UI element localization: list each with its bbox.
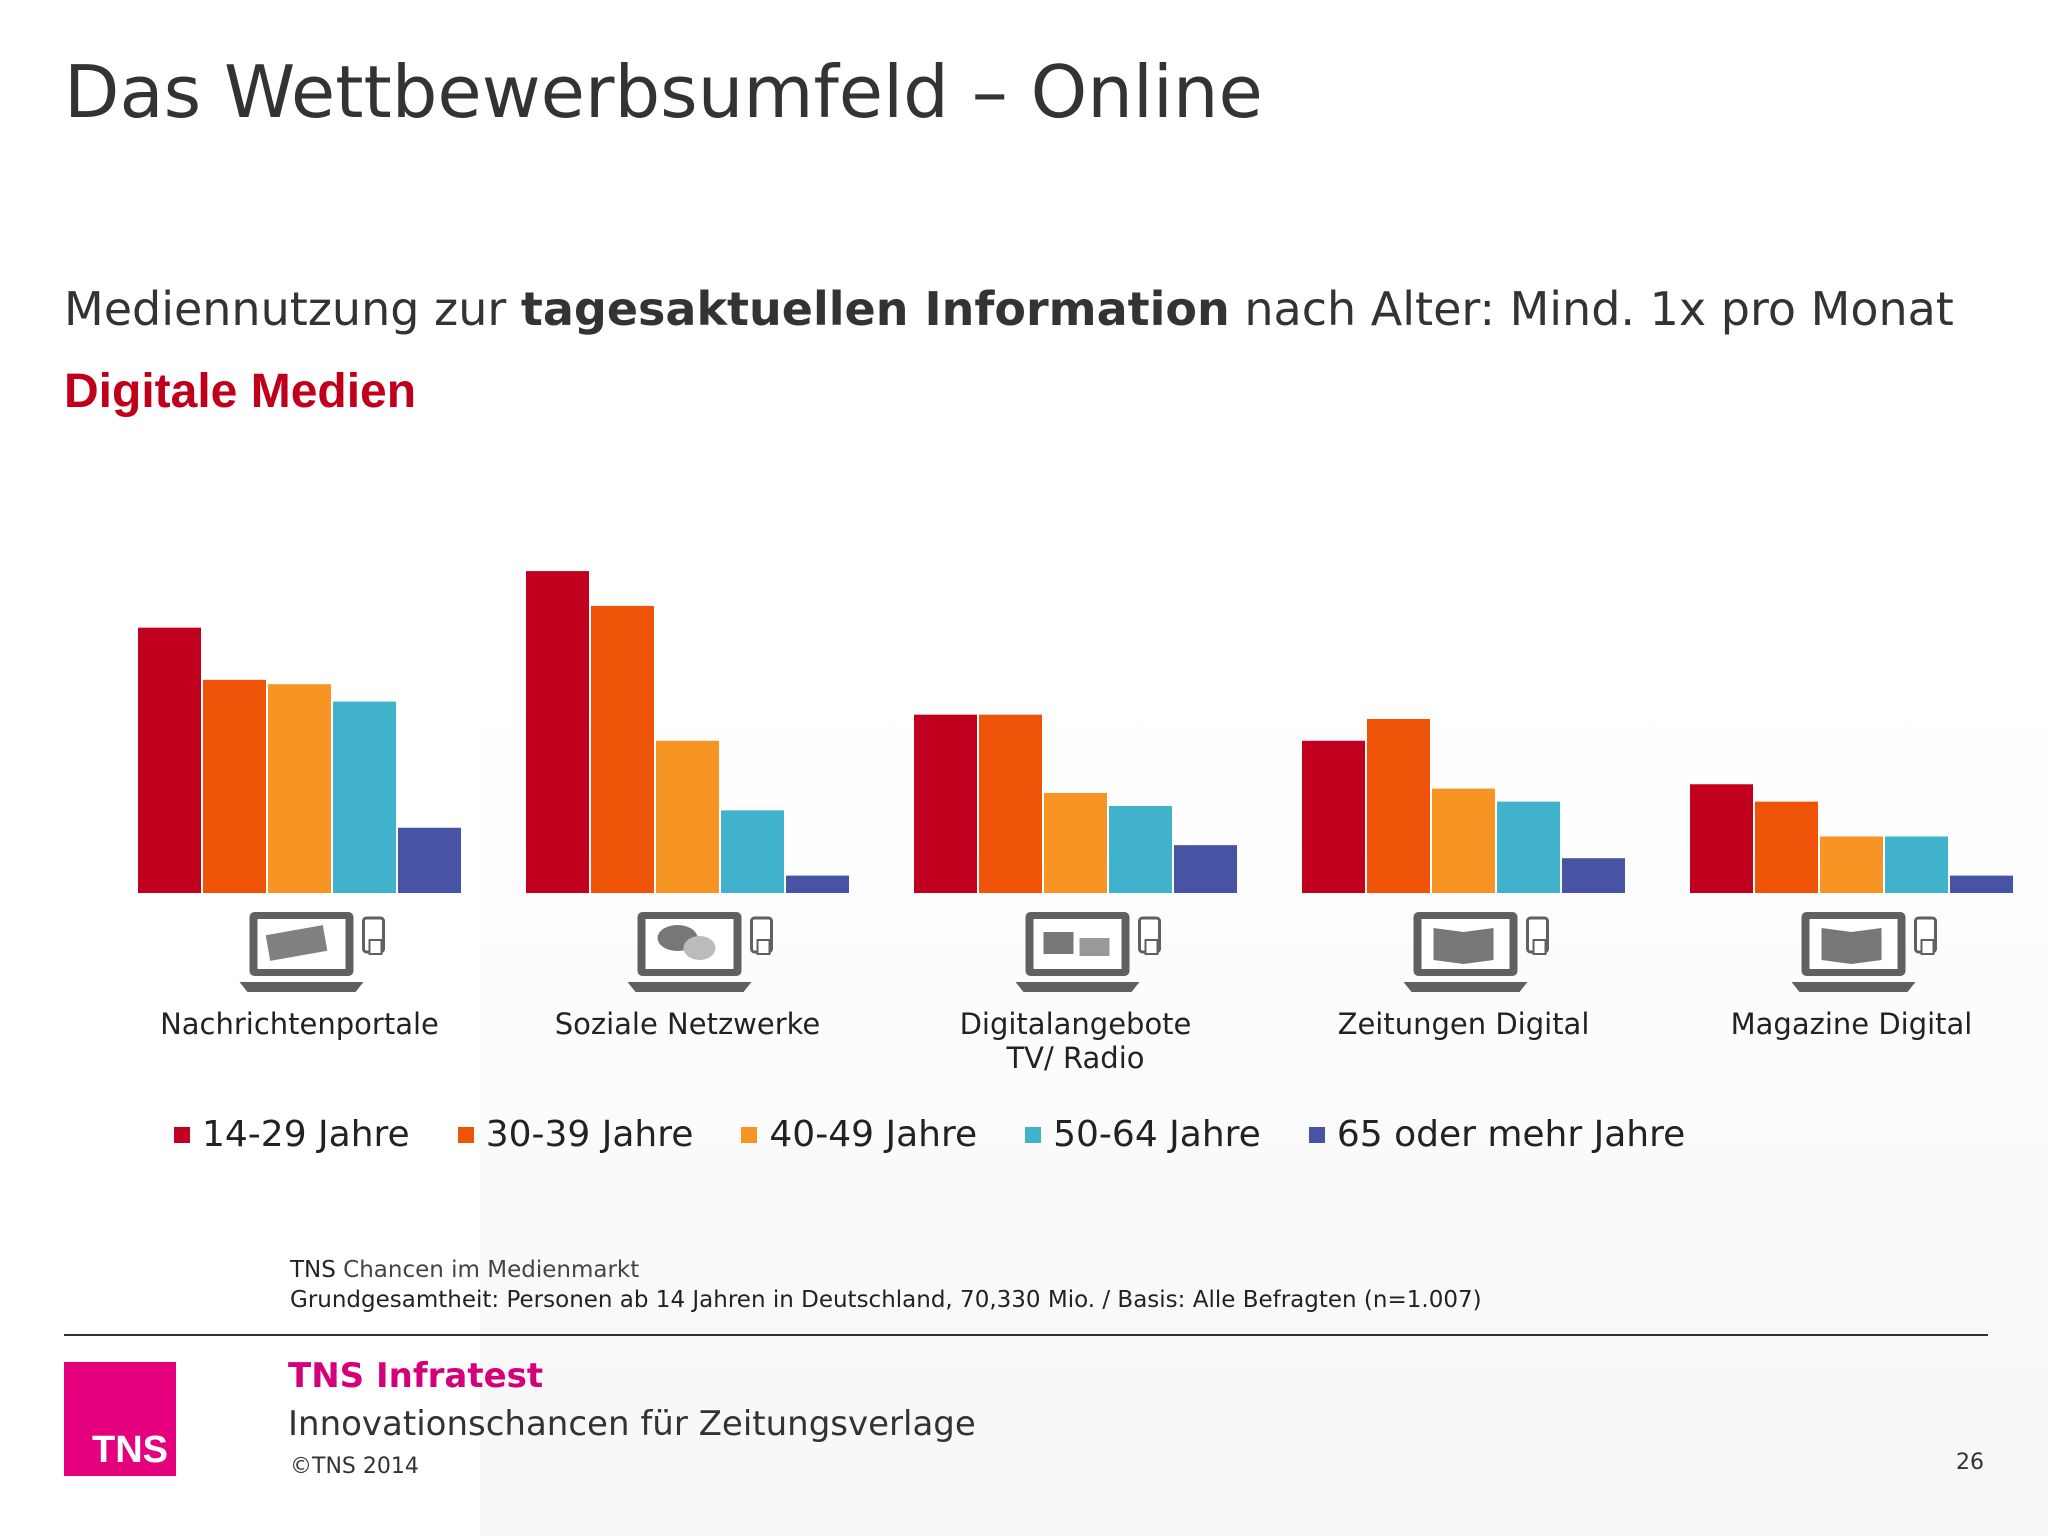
bar-2-1 (526, 571, 589, 893)
subtitle-prefix: Mediennutzung zur (64, 282, 521, 336)
report-title: Innovationschancen für Zeitungsverlage (288, 1404, 976, 1444)
source-org: TNS (290, 1257, 336, 1283)
page-title: Das Wettbewerbsumfeld – Online (64, 50, 1263, 134)
laptop-magazine-icon (1791, 912, 1937, 992)
bar-4-1 (1302, 740, 1365, 893)
bar-3-2 (979, 714, 1042, 893)
bar-2-5 (786, 875, 849, 893)
category-label-2: Soziale Netzwerke (554, 1007, 821, 1041)
legend-label: 50-64 Jahre (1053, 1114, 1261, 1155)
legend-swatch (1308, 1126, 1325, 1143)
source-basis: Grundgesamtheit: Personen ab 14 Jahren i… (290, 1287, 1482, 1313)
legend-label: 40-49 Jahre (769, 1114, 978, 1155)
legend-item-5: 65 oder mehr Jahre (1308, 1114, 1686, 1155)
legend-item-4: 50-64 Jahre (1025, 1114, 1261, 1155)
icon-detail (1821, 928, 1882, 964)
logo-text: TNS (92, 1429, 168, 1471)
icon-detail (657, 925, 716, 960)
category-label-1: Nachrichtenportale (160, 1007, 439, 1041)
bar-1-3 (268, 684, 331, 893)
bar-3-3 (1044, 792, 1107, 893)
legend-item-3: 40-49 Jahre (741, 1114, 977, 1155)
bar-5-2 (1755, 801, 1818, 893)
footer-divider (64, 1334, 1988, 1336)
bar-3-1 (914, 714, 977, 893)
chart-legend: 14-29 Jahre 30-39 Jahre 40-49 Jahre 50-64 J… (174, 1114, 1733, 1155)
subtitle-suffix: nach Alter: Mind. 1x pro Monat (1229, 282, 1954, 336)
legend-swatch (174, 1126, 190, 1143)
laptop-news-icon (239, 912, 385, 992)
legend-item-1: 14-29 Jahre (174, 1114, 410, 1155)
bar-3-5 (1174, 845, 1237, 893)
legend-item-2: 30-39 Jahre (457, 1114, 694, 1155)
category-label-3: Digitalangebote TV/ Radio (959, 1007, 1192, 1075)
source-note: TNS Chancen im Medienmarkt Grundgesamthe… (290, 1255, 1482, 1315)
bar-5-5 (1950, 875, 2013, 893)
bar-2-3 (656, 740, 719, 893)
source-title: TNS Chancen im Medienmarkt (290, 1255, 1482, 1285)
bar-5-3 (1820, 836, 1883, 893)
page-number: 26 (1956, 1450, 1984, 1475)
section-heading: Digitale Medien (64, 365, 417, 418)
tns-logo: TNS (64, 1362, 176, 1476)
bar-1-1 (138, 627, 201, 893)
category-label-4: Zeitungen Digital (1337, 1007, 1590, 1041)
bar-4-5 (1562, 858, 1625, 893)
icon-detail (1043, 932, 1110, 956)
laptop-tv-radio-icon (1015, 912, 1161, 992)
legend-label: 65 oder mehr Jahre (1336, 1114, 1686, 1155)
bar-4-2 (1367, 719, 1430, 893)
legend-label: 30-39 Jahre (485, 1114, 694, 1155)
bar-4-4 (1497, 801, 1560, 893)
legend-swatch (741, 1126, 758, 1143)
bar-3-4 (1109, 806, 1172, 893)
company-name: TNS Infratest (288, 1356, 544, 1396)
chart-subtitle: Mediennutzung zur tagesaktuellen Informa… (64, 282, 1954, 336)
legend-swatch (457, 1126, 474, 1143)
bar-1-2 (203, 679, 266, 893)
bar-2-2 (591, 605, 654, 893)
bar-chart (138, 571, 2013, 992)
legend-swatch (1025, 1126, 1042, 1143)
laptop-newspaper-icon (1403, 912, 1549, 992)
legend-label: 14-29 Jahre (202, 1114, 410, 1155)
bar-4-3 (1432, 788, 1495, 893)
bar-5-4 (1885, 836, 1948, 893)
laptop-social-icon (627, 912, 773, 992)
subtitle-bold: tagesaktuellen Information (520, 282, 1230, 336)
source-name: Chancen im Medienmarkt (335, 1257, 640, 1283)
bar-2-4 (721, 810, 784, 893)
bar-5-1 (1690, 784, 1753, 893)
category-label-5: Magazine Digital (1730, 1007, 1973, 1041)
copyright: ©TNS 2014 (290, 1454, 419, 1479)
icon-detail (1433, 928, 1494, 964)
bar-1-4 (333, 701, 396, 893)
bar-1-5 (398, 827, 461, 893)
icon-detail (265, 925, 328, 961)
